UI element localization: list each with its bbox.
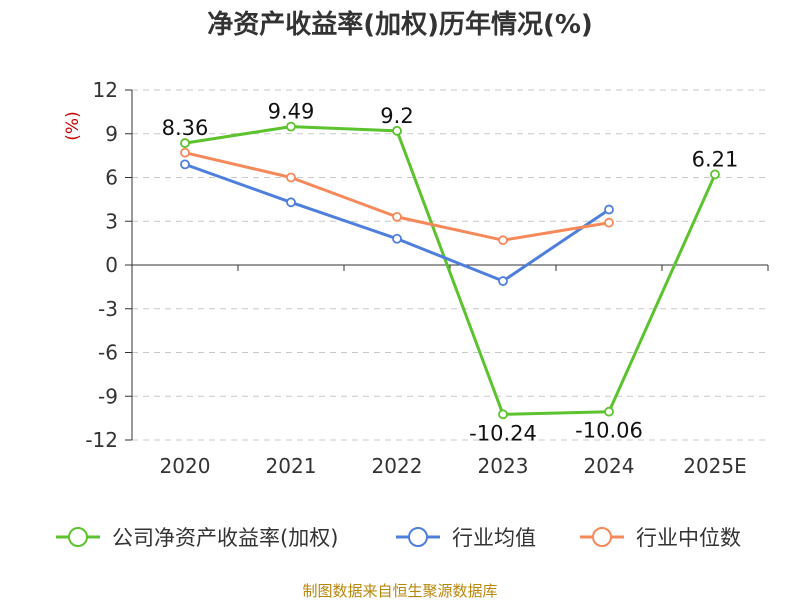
data-label: 6.21 bbox=[692, 147, 739, 171]
data-point bbox=[604, 406, 614, 417]
series-group bbox=[180, 121, 720, 420]
data-point bbox=[286, 121, 296, 132]
y-tick-label: 12 bbox=[93, 78, 118, 102]
axes: 12 9 6 3 0 -3 -6 -9 -12 2020 2021 2022 2023 2024 2025E bbox=[85, 78, 769, 478]
data-point bbox=[498, 276, 508, 286]
series-line bbox=[184, 125, 717, 416]
legend-swatch-marker bbox=[408, 527, 428, 547]
data-source-note: 制图数据来自恒生聚源数据库 bbox=[302, 582, 497, 600]
legend-label: 行业均值 bbox=[452, 526, 536, 550]
data-point bbox=[604, 204, 614, 215]
data-point bbox=[180, 138, 190, 148]
data-point bbox=[392, 125, 402, 136]
y-tick-label: 3 bbox=[105, 209, 118, 233]
legend-swatch-marker bbox=[592, 527, 612, 547]
x-tick-label: 2020 bbox=[160, 454, 211, 478]
data-point bbox=[180, 159, 190, 170]
data-label: 9.49 bbox=[268, 100, 315, 124]
x-tick-label: 2025E bbox=[683, 454, 747, 478]
y-tick-label: 0 bbox=[105, 253, 118, 277]
data-point bbox=[498, 235, 508, 246]
series-line bbox=[184, 162, 610, 283]
x-tick-label: 2023 bbox=[478, 454, 529, 478]
legend-label: 行业中位数 bbox=[636, 526, 741, 550]
y-axis-unit: (%) bbox=[63, 111, 83, 140]
legend-swatch-marker bbox=[68, 527, 88, 547]
series-line bbox=[184, 151, 610, 242]
y-tick-label: -6 bbox=[98, 341, 118, 365]
y-tick-label: -12 bbox=[85, 428, 118, 452]
y-tick-label: -9 bbox=[98, 384, 118, 408]
data-point bbox=[710, 169, 720, 180]
data-label: -10.06 bbox=[575, 419, 643, 443]
grid-lines bbox=[132, 89, 768, 441]
data-label: -10.24 bbox=[469, 421, 537, 445]
y-tick-label: 9 bbox=[105, 122, 118, 146]
legend-label: 公司净资产收益率(加权) bbox=[112, 526, 338, 550]
y-tick-label: 6 bbox=[105, 166, 118, 190]
legend: 公司净资产收益率(加权) 行业均值 行业中位数 bbox=[56, 526, 741, 550]
data-point bbox=[604, 217, 614, 228]
chart-title: 净资产收益率(加权)历年情况(%) bbox=[207, 9, 593, 40]
data-label: 9.2 bbox=[380, 104, 413, 128]
data-point bbox=[286, 172, 296, 183]
y-tick-label: -3 bbox=[98, 297, 118, 321]
data-point bbox=[392, 233, 402, 244]
data-label: 8.36 bbox=[162, 116, 209, 140]
x-tick-label: 2021 bbox=[266, 454, 317, 478]
data-point bbox=[286, 197, 296, 208]
data-labels: 8.36 9.49 9.2 -10.24 -10.06 6.21 bbox=[162, 100, 739, 446]
data-point bbox=[392, 211, 402, 222]
data-point bbox=[498, 409, 508, 420]
data-point bbox=[180, 147, 190, 158]
x-tick-label: 2022 bbox=[372, 454, 423, 478]
x-tick-label: 2024 bbox=[584, 454, 635, 478]
